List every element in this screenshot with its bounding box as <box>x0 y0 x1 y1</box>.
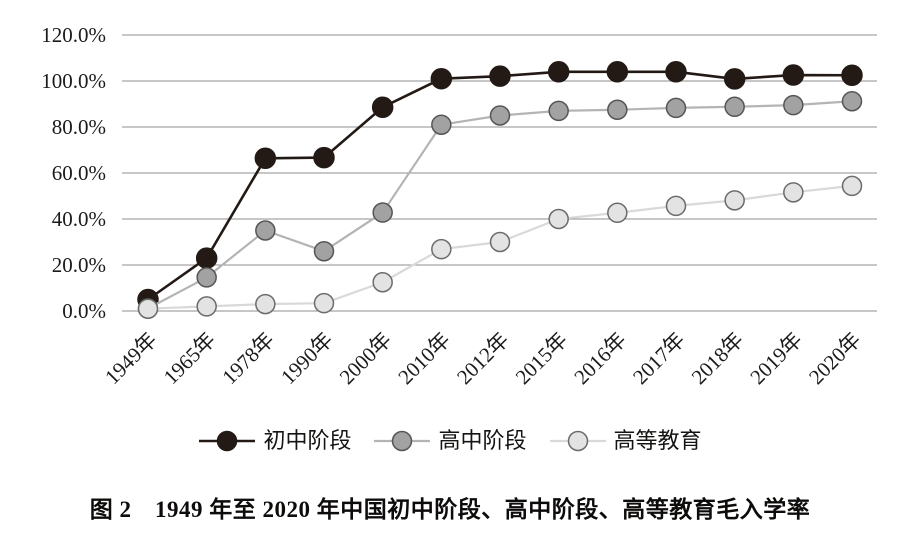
y-axis-tick-label: 120.0% <box>41 23 106 47</box>
figure-caption: 图 2 1949 年至 2020 年中国初中阶段、高中阶段、高等教育毛入学率 <box>89 497 811 522</box>
data-point <box>665 61 687 83</box>
data-point <box>782 64 805 86</box>
legend-marker-icon <box>374 430 431 452</box>
data-point <box>548 208 569 230</box>
data-point <box>195 247 218 269</box>
data-point <box>547 61 570 83</box>
x-axis-tick-label: 2010年 <box>393 328 455 390</box>
legend-label: 初中阶段 <box>263 428 352 453</box>
chart-legend: 初中阶段 高中阶段 高等教育 <box>0 422 900 460</box>
x-axis-tick-label: 1949年 <box>100 328 162 390</box>
data-point <box>783 94 804 116</box>
data-point <box>431 238 452 260</box>
data-point <box>606 61 629 83</box>
x-axis-tick-label: 2019年 <box>745 328 807 390</box>
legend-marker-icon <box>199 430 256 452</box>
y-axis-tick-label: 40.0% <box>52 207 106 231</box>
data-point <box>607 202 628 224</box>
data-point <box>724 190 745 211</box>
x-axis-tick-label: 2020年 <box>804 328 866 390</box>
legend-item: 初中阶段 <box>198 429 351 453</box>
x-axis-tick-label: 1978年 <box>217 328 279 390</box>
legend-marker-icon <box>549 430 606 452</box>
data-point <box>372 202 393 223</box>
data-point <box>430 67 453 90</box>
x-axis-tick-label: 2012年 <box>452 328 514 390</box>
data-point <box>313 292 335 314</box>
x-axis-tick-label: 1990年 <box>276 328 338 390</box>
data-point <box>196 267 217 288</box>
data-point <box>255 220 276 241</box>
data-point <box>196 296 217 317</box>
data-point <box>489 105 511 126</box>
x-axis-tick-label: 2000年 <box>335 328 397 390</box>
x-axis-tick-label: 1965年 <box>159 328 221 390</box>
y-axis-tick-label: 80.0% <box>52 115 106 139</box>
data-point <box>254 147 277 170</box>
data-point <box>371 96 394 118</box>
y-axis-tick-label: 60.0% <box>52 161 106 185</box>
data-point <box>607 99 628 120</box>
line-chart: 0.0% 20.0% 40.0% 60.0% 80.0% 100.0% 120.0% 1949… <box>41 23 877 390</box>
data-point <box>841 90 863 112</box>
series-line <box>146 100 854 310</box>
data-point <box>372 272 393 293</box>
data-point <box>313 240 335 262</box>
legend-label: 高中阶段 <box>438 428 527 453</box>
legend-item: 高中阶段 <box>373 428 527 453</box>
x-axis-tick-label: 2016年 <box>569 328 631 390</box>
data-point <box>665 195 687 217</box>
data-point <box>489 65 511 87</box>
legend-item: 高等教育 <box>549 429 702 453</box>
data-point <box>548 100 569 122</box>
data-point <box>783 182 804 203</box>
y-axis-tick-label: 100.0% <box>41 69 106 93</box>
legend-label: 高等教育 <box>613 428 702 453</box>
data-point <box>841 64 863 86</box>
data-point <box>431 114 452 135</box>
data-point <box>723 68 746 90</box>
y-axis-tick-label: 0.0% <box>62 299 106 323</box>
x-axis-tick-label: 2017年 <box>628 328 690 390</box>
y-axis-tick-label: 20.0% <box>52 253 106 277</box>
data-point <box>489 231 511 253</box>
data-point <box>665 97 687 119</box>
data-point <box>724 96 745 118</box>
x-axis-tick-label: 2015年 <box>511 328 573 390</box>
data-point <box>255 293 276 315</box>
data-point <box>313 146 335 169</box>
x-axis-tick-label: 2018年 <box>687 328 749 390</box>
data-point <box>841 175 863 197</box>
data-point <box>137 298 159 319</box>
